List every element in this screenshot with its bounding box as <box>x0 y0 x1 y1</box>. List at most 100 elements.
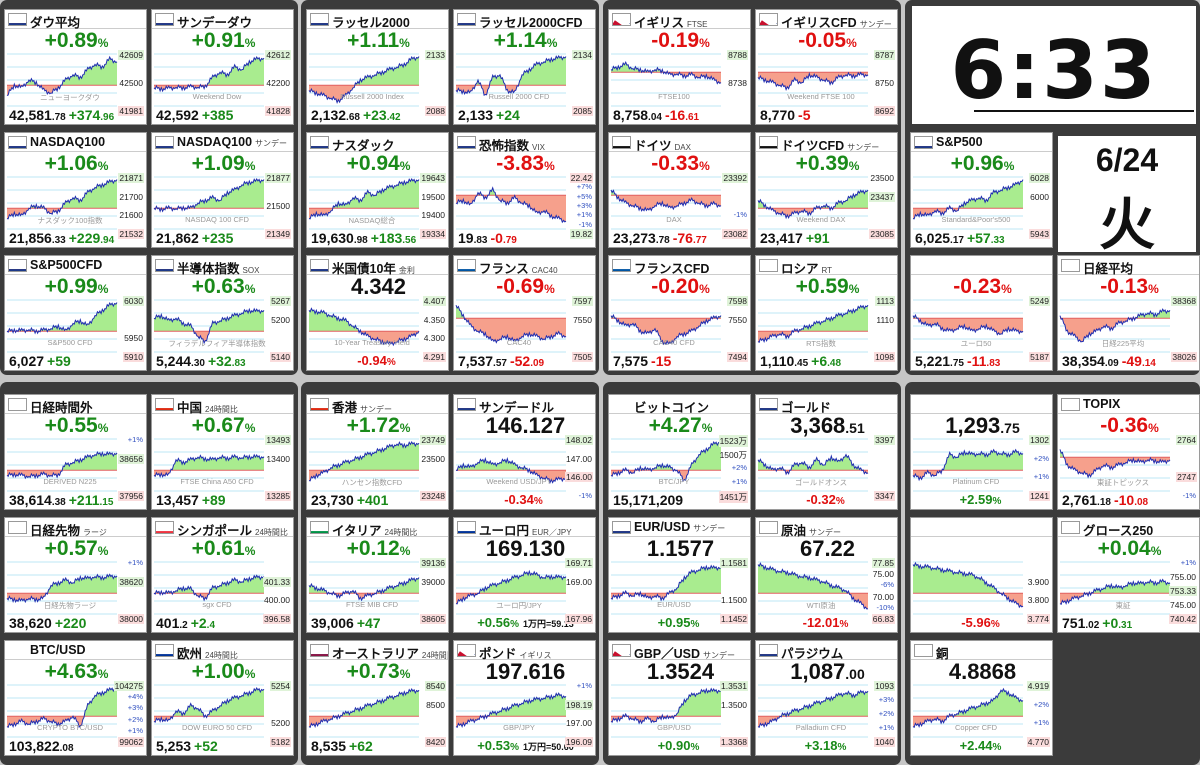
market-tile[interactable]: イギリスCFD サンデー -0.05% 8,770 -5 8787 8750 8692 Week… <box>755 9 898 125</box>
uk-flag-icon <box>612 644 631 657</box>
market-tile[interactable]: 半導体指数 SOX +0.63% 5,244.30 +32.83 5267 5200 5140… <box>151 255 294 371</box>
market-tile[interactable]: 銅 4.8868 +2.44% 4.919 +2% +1% 4.770 Copper CFD <box>910 640 1053 756</box>
tile-subtitle: サンデー <box>859 20 892 29</box>
market-tile[interactable]: S&P500 +0.96% 6,025.17 +57.33 6028 6000 5943 St… <box>910 132 1053 248</box>
change-value: +4.27 <box>648 414 702 437</box>
market-tile[interactable]: TOPIX -0.36% 2,761.18 -10.08 2764 2747 -1% 東証トピ… <box>1057 394 1200 510</box>
axis-label: 1451万 <box>718 491 748 503</box>
market-tile[interactable]: EUR/USD サンデー 1.1577 +0.95% 1.1581 1.1500 1.145… <box>608 517 751 633</box>
market-tile[interactable]: -0.23% 5,221.75 -11.83 5249 5187 ユーロ50 <box>910 255 1053 371</box>
hk-flag-icon <box>310 398 329 411</box>
change-unit: % <box>699 159 710 173</box>
change-value: -5.96 <box>961 615 991 630</box>
market-tile[interactable]: 日経時間外 +0.55% 38,614.38 +211.15 +1% 38656 37956… <box>4 394 147 510</box>
change-unit: % <box>510 619 519 630</box>
tile-title <box>936 397 939 411</box>
market-tile[interactable]: 1,293.75 +2.59% 1302 +2% +1% 1241 Platinum CFD <box>910 394 1053 510</box>
chart-watermark: Russell 2000 Index <box>340 92 404 101</box>
change-amount-decimals: .96 <box>100 112 115 123</box>
axis-label: 7597 <box>572 296 593 306</box>
market-tile[interactable]: ゴールド 3,368.51 -0.32% 3397 3347 ゴールドオンス <box>755 394 898 510</box>
change-value: -0.36 <box>1100 414 1149 437</box>
change-amount: +47 <box>356 615 381 631</box>
change-value: +0.61 <box>191 537 245 560</box>
price-footer: 2,761.18 -10.08 <box>1062 492 1148 508</box>
change-amount-decimals: .09 <box>530 358 545 369</box>
market-tile[interactable]: イギリス FTSE -0.19% 8,758.04 -16.61 8788 8738 FTSE… <box>608 9 751 125</box>
market-tile[interactable]: GBP／USD サンデー 1.3524 +0.90% 1.3531 1.3500 1.336… <box>608 640 751 756</box>
price-value: 4.8868 <box>948 659 1017 684</box>
price-int: 8,535 <box>311 738 347 754</box>
market-tile[interactable]: 原油 サンデー 67.22 -12.01% 77.85 75.00 -6% 70.00 -10%… <box>755 517 898 633</box>
market-tile[interactable]: 恐怖指数 VIX -3.83% 19.83 -0.79 22.42 +7% +5% +3% +1%… <box>453 132 596 248</box>
axis-label: 38368 <box>1171 296 1197 306</box>
header-divider <box>152 28 293 29</box>
market-tile[interactable]: -5.96% 3.900 3.800 3.774 <box>910 517 1053 633</box>
price-chart <box>912 176 1024 230</box>
tile-title: ドイツ DAX <box>634 135 691 154</box>
market-tile[interactable]: ドイツCFD サンデー +0.39% 23,417 +91 23500 23437 23085… <box>755 132 898 248</box>
market-tile[interactable]: パラジウム 1,087.00 +3.18% 1093 +3% +2% +1% 1040 Pall… <box>755 640 898 756</box>
market-tile[interactable]: ドイツ DAX -0.33% 23,273.78 -76.77 23392 -1% 23082… <box>608 132 751 248</box>
tile-title: 欧州 24時間比 <box>177 643 238 662</box>
header-divider <box>756 274 897 275</box>
market-tile[interactable]: ユーロ円 EUR／JPY 169.130 +0.56% 1万円=59.13 169.71 1… <box>453 517 596 633</box>
market-tile[interactable]: フランス CAC40 -0.69% 7,537.57 -52.09 7597 7550 750… <box>453 255 596 371</box>
change-value: -0.20 <box>651 275 700 298</box>
market-tile[interactable]: ₿ ビットコイン +4.27% 15,171,209 1523万 1500万 +2% +1% 1… <box>608 394 751 510</box>
change-amount: -11 <box>966 353 987 369</box>
market-tile[interactable]: NASDAQ100 +1.06% 21,856.33 +229.94 21871 2170… <box>4 132 147 248</box>
price-value: 146.127 <box>485 413 566 438</box>
axis-label: 1.3531 <box>720 681 748 691</box>
change-unit: % <box>544 282 555 296</box>
market-tile[interactable]: イタリア 24時間比 +0.12% 39,006 +47 39136 39000 38605 F… <box>306 517 449 633</box>
sg-flag-icon <box>155 521 174 534</box>
tile-name: グロース250 <box>1083 524 1154 538</box>
change-unit: % <box>544 159 555 173</box>
market-tile[interactable]: ポンド イギリス 197.616 +0.53% 1万円=50.60 +1% 198.19 19… <box>453 640 596 756</box>
change-percent: +0.89% <box>5 29 146 53</box>
change-amount: +52 <box>194 738 218 754</box>
market-tile[interactable]: ダウ平均 +0.89% 42,581.78 +374.96 42609 42500 4198… <box>4 9 147 125</box>
market-tile[interactable]: ロシア RT +0.59% 1,110.45 +6.48 1113 1110 1098 RTS指… <box>755 255 898 371</box>
change-amount: +235 <box>201 230 234 246</box>
header-divider <box>609 413 750 414</box>
market-tile[interactable]: 中国 24時間比 +0.67% 13,457 +89 13493 13400 13285 FTS… <box>151 394 294 510</box>
tile-name: ゴールド <box>781 401 832 415</box>
price-value: 197.616 <box>485 659 566 684</box>
market-tile[interactable]: 欧州 24時間比 +1.00% 5,253 +52 5254 5200 5182 DOW EUR… <box>151 640 294 756</box>
price-footer: 21,862 +235 <box>156 230 233 246</box>
market-tile[interactable]: シンガポール 24時間比 +0.61% 401.2 +2.4 401.33 400.00 39… <box>151 517 294 633</box>
market-tile[interactable]: グロース250 +0.04% 751.02 +0.31 +1% 755.00 753.33 7… <box>1057 517 1200 633</box>
axis-label: 5249 <box>1029 296 1050 306</box>
change-unit: % <box>839 619 849 630</box>
change-unit: % <box>533 496 543 507</box>
tile-name: ユーロ円 <box>479 524 530 538</box>
price-chart <box>153 438 265 492</box>
tile-subtitle: CAC40 <box>531 266 558 275</box>
axis-label: 6000 <box>1030 191 1049 202</box>
market-tile[interactable]: フランスCFD -0.20% 7,575 -15 7598 7550 7494 CAC40 C… <box>608 255 751 371</box>
axis-label: 1093 <box>874 681 895 691</box>
price-decimals: .04 <box>648 112 662 123</box>
market-tile[interactable]: ナスダック +0.94% 19,630.98 +183.56 19643 19500 194… <box>306 132 449 248</box>
market-tile[interactable]: S&P500CFD +0.99% 6,027 +59 6030 5950 5910 S&P50… <box>4 255 147 371</box>
chart-watermark: Copper CFD <box>954 723 998 732</box>
axis-label: -1% <box>733 210 747 220</box>
market-tile[interactable]: ₿ BTC/USD +4.63% 103,822.08 104275 +4% +3% +2% +… <box>4 640 147 756</box>
axis-label: 39136 <box>420 558 446 568</box>
tile-title: グロース250 <box>1083 520 1156 539</box>
market-tile[interactable]: サンデードル 146.127 -0.34% 148.02 147.00 146.00 -1%… <box>453 394 596 510</box>
market-tile[interactable]: サンデーダウ +0.91% 42,592 +385 42612 42200 41828 Wee… <box>151 9 294 125</box>
market-tile[interactable]: ラッセル2000 +1.11% 2,132.68 +23.42 2133 2088 Russ… <box>306 9 449 125</box>
price-chart <box>610 561 722 615</box>
market-tile[interactable]: 米国債10年 金利 4.342 -0.94% 4.407 4.350 4.300 4.291 1… <box>306 255 449 371</box>
change-amount: +385 <box>201 107 234 123</box>
market-tile[interactable]: ラッセル2000CFD +1.14% 2,133 +24 2134 2085 Russell… <box>453 9 596 125</box>
market-tile[interactable]: 香港 サンデー +1.72% 23,730 +401 23749 23500 23248 ハンセ… <box>306 394 449 510</box>
market-tile[interactable]: NASDAQ100 サンデー +1.09% 21,862 +235 21877 21500 2… <box>151 132 294 248</box>
market-tile[interactable]: 日経先物 ラージ +0.57% 38,620 +220 +1% 38620 38000 日経先物… <box>4 517 147 633</box>
axis-label: +2% <box>127 714 143 724</box>
market-tile[interactable]: 日経平均 -0.13% 38,354.09 -49.14 38368 38026 日経225… <box>1057 255 1200 371</box>
